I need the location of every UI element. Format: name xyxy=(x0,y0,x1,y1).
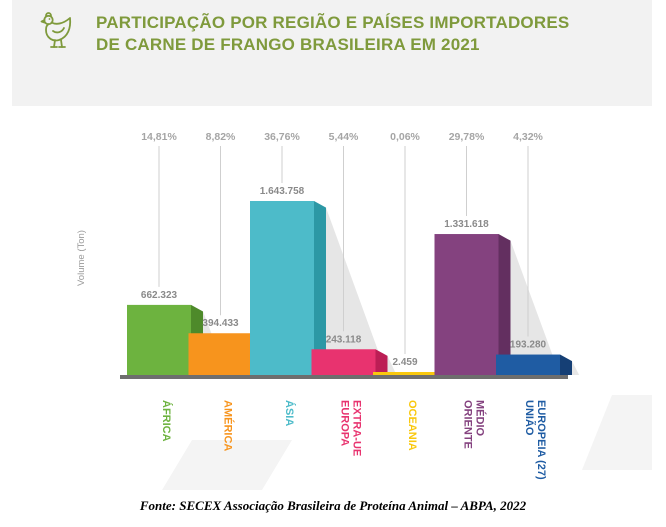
data-label: 193.280 xyxy=(510,340,547,351)
chicken-logo-icon xyxy=(40,12,72,48)
category-label: EUROPA xyxy=(339,400,351,446)
bar-side xyxy=(375,349,388,375)
bar xyxy=(250,201,314,375)
category-label: EXTRA-UE xyxy=(351,400,363,456)
chart-title: PARTICIPAÇÃO POR REGIÃO E PAÍSES IMPORTA… xyxy=(96,12,569,56)
data-label: 394.433 xyxy=(202,318,239,329)
decorative-shape-right xyxy=(582,395,652,470)
category-label: AMÉRICA xyxy=(222,400,235,451)
bar xyxy=(127,304,191,375)
chart-title-line-1: PARTICIPAÇÃO POR REGIÃO E PAÍSES IMPORTA… xyxy=(96,13,570,32)
category-label: UNIÃO xyxy=(523,400,536,436)
data-label: 1.331.618 xyxy=(444,219,489,230)
share-label: 8,82% xyxy=(206,131,236,143)
source-caption: Fonte: SECEX Associação Brasileira de Pr… xyxy=(139,498,527,513)
bar-side xyxy=(560,354,572,375)
data-label: 1.643.758 xyxy=(260,186,305,197)
category-label: ÁFRICA xyxy=(160,400,173,442)
share-label: 14,81% xyxy=(141,131,177,143)
share-label: 0,06% xyxy=(390,131,420,143)
bar xyxy=(373,372,437,375)
category-label: OCEANIA xyxy=(406,400,418,451)
bar-shadow xyxy=(498,234,560,375)
decorative-shape-bottom-left xyxy=(162,440,292,490)
y-axis-label: Volume (Ton) xyxy=(76,230,87,286)
category-label: ÁSIA xyxy=(283,400,296,426)
share-label: 4,32% xyxy=(513,131,543,143)
share-label: 36,76% xyxy=(264,131,300,143)
category-label: ORIENTE xyxy=(462,400,474,449)
data-label: 243.118 xyxy=(326,334,362,345)
bar xyxy=(434,234,499,375)
bar xyxy=(496,354,560,375)
bar xyxy=(188,333,253,375)
infographic-panel: PARTICIPAÇÃO POR REGIÃO E PAÍSES IMPORTA… xyxy=(12,0,652,490)
data-label: 2.459 xyxy=(392,357,417,368)
category-label: MÉDIO xyxy=(474,400,487,437)
category-label: EUROPEIA (27) xyxy=(535,400,547,480)
bar-side xyxy=(498,234,511,375)
bar-side xyxy=(314,201,326,375)
bar-shadow xyxy=(314,201,387,375)
x-axis-baseline xyxy=(120,375,568,379)
chart-title-line-2: DE CARNE DE FRANGO BRASILEIRA EM 2021 xyxy=(96,35,480,54)
share-label: 5,44% xyxy=(329,131,359,143)
header-band xyxy=(12,0,652,106)
bar xyxy=(311,349,376,375)
bar-chart: 662.323 14,81% ÁFRICA 394.433 8,82% AMÉRICA 1.… xyxy=(76,131,580,480)
data-label: 662.323 xyxy=(141,290,178,301)
share-label: 29,78% xyxy=(449,131,485,143)
